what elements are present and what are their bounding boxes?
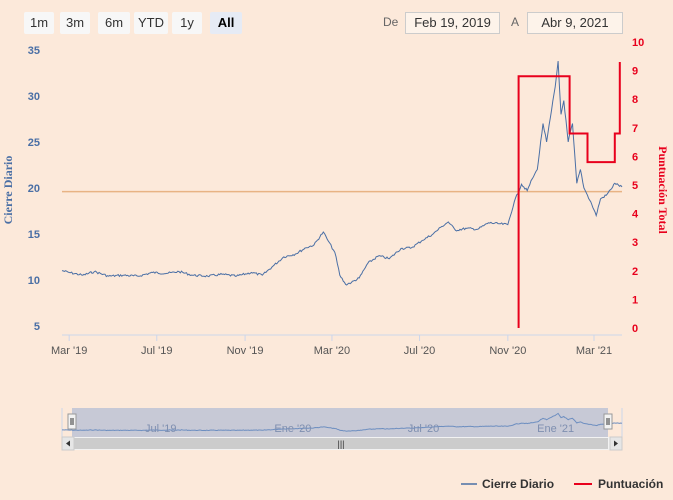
scrollbar[interactable]: ||| bbox=[61, 436, 623, 451]
y-right-tick-label: 0 bbox=[632, 323, 638, 335]
y-left-tick-label: 5 bbox=[34, 321, 40, 333]
x-axis-ticks: Mar '19 Jul '19 Nov '19 Mar '20 Jul '20 Nov '… bbox=[51, 335, 612, 357]
x-tick-label: Nov '19 bbox=[227, 345, 264, 357]
y-left-tick-label: 30 bbox=[28, 91, 40, 103]
y-axis-left-title: Cierre Diario bbox=[1, 156, 15, 225]
legend-label: Puntuación bbox=[598, 477, 663, 491]
series-line-puntuacion bbox=[517, 62, 621, 328]
range-button-3m[interactable]: 3m bbox=[60, 12, 90, 34]
navigator-label: Jul '20 bbox=[408, 423, 439, 435]
main-plot: Mar '19 Jul '19 Nov '19 Mar '20 Jul '20 Nov '… bbox=[1, 37, 670, 357]
y-axis-left-ticks: 5 10 15 20 25 30 35 bbox=[28, 45, 40, 333]
range-button-1y[interactable]: 1y bbox=[172, 12, 202, 34]
x-tick-label: Mar '19 bbox=[51, 345, 87, 357]
range-button-6m[interactable]: 6m bbox=[98, 12, 130, 34]
y-left-tick-label: 35 bbox=[28, 45, 40, 57]
y-left-tick-label: 10 bbox=[28, 275, 40, 287]
arrow-left-icon bbox=[66, 440, 70, 447]
y-right-tick-label: 9 bbox=[632, 66, 638, 78]
y-right-tick-label: 6 bbox=[632, 151, 638, 163]
y-axis-right-title: Puntuación Total bbox=[656, 146, 670, 234]
navigator-label: Jul '19 bbox=[145, 423, 176, 435]
navigator-label: Ene '21 bbox=[537, 423, 574, 435]
y-right-tick-label: 1 bbox=[632, 294, 638, 306]
y-right-tick-label: 2 bbox=[632, 266, 638, 278]
scrollbar-thumb[interactable] bbox=[74, 438, 608, 449]
x-tick-label: Jul '20 bbox=[404, 345, 435, 357]
legend-label: Cierre Diario bbox=[482, 477, 554, 491]
navigator[interactable]: Jul '19 Ene '20 Jul '20 Ene '21 bbox=[61, 408, 623, 437]
to-date-input[interactable]: Abr 9, 2021 bbox=[527, 12, 623, 34]
navigator-right-handle[interactable] bbox=[603, 413, 613, 430]
legend: Cierre Diario Puntuación bbox=[461, 477, 663, 491]
navigator-labels: Jul '19 Ene '20 Jul '20 Ene '21 bbox=[145, 423, 574, 435]
x-tick-label: Nov '20 bbox=[489, 345, 526, 357]
range-button-1m[interactable]: 1m bbox=[24, 12, 54, 34]
y-right-tick-label: 8 bbox=[632, 94, 638, 106]
to-date-label: A bbox=[511, 15, 520, 29]
y-right-tick-label: 7 bbox=[632, 123, 638, 135]
x-tick-label: Jul '19 bbox=[141, 345, 172, 357]
series-line-cierre-diario bbox=[61, 60, 623, 286]
y-left-tick-label: 20 bbox=[28, 183, 40, 195]
y-right-tick-label: 4 bbox=[632, 209, 639, 221]
navigator-mask[interactable] bbox=[72, 408, 608, 437]
x-tick-label: Mar '20 bbox=[314, 345, 350, 357]
arrow-right-icon bbox=[614, 440, 618, 447]
navigator-label: Ene '20 bbox=[274, 423, 311, 435]
from-date-input[interactable]: Feb 19, 2019 bbox=[405, 12, 500, 34]
x-tick-label: Mar '21 bbox=[576, 345, 612, 357]
y-right-tick-label: 10 bbox=[632, 37, 644, 49]
y-left-tick-label: 15 bbox=[28, 229, 40, 241]
y-axis-right-ticks: 0 1 2 3 4 5 6 7 8 9 10 bbox=[632, 37, 644, 335]
y-right-tick-label: 5 bbox=[632, 180, 638, 192]
from-date-label: De bbox=[383, 15, 399, 29]
y-right-tick-label: 3 bbox=[632, 237, 638, 249]
navigator-series-line bbox=[62, 412, 623, 432]
range-button-ytd[interactable]: YTD bbox=[134, 12, 168, 34]
range-button-all[interactable]: All bbox=[210, 12, 242, 34]
legend-item-puntuacion[interactable]: Puntuación bbox=[574, 477, 663, 491]
navigator-left-handle[interactable] bbox=[67, 413, 77, 430]
scrollbar-grip-icon: ||| bbox=[337, 439, 344, 449]
legend-item-cierre-diario[interactable]: Cierre Diario bbox=[461, 477, 554, 491]
y-left-tick-label: 25 bbox=[28, 137, 40, 149]
